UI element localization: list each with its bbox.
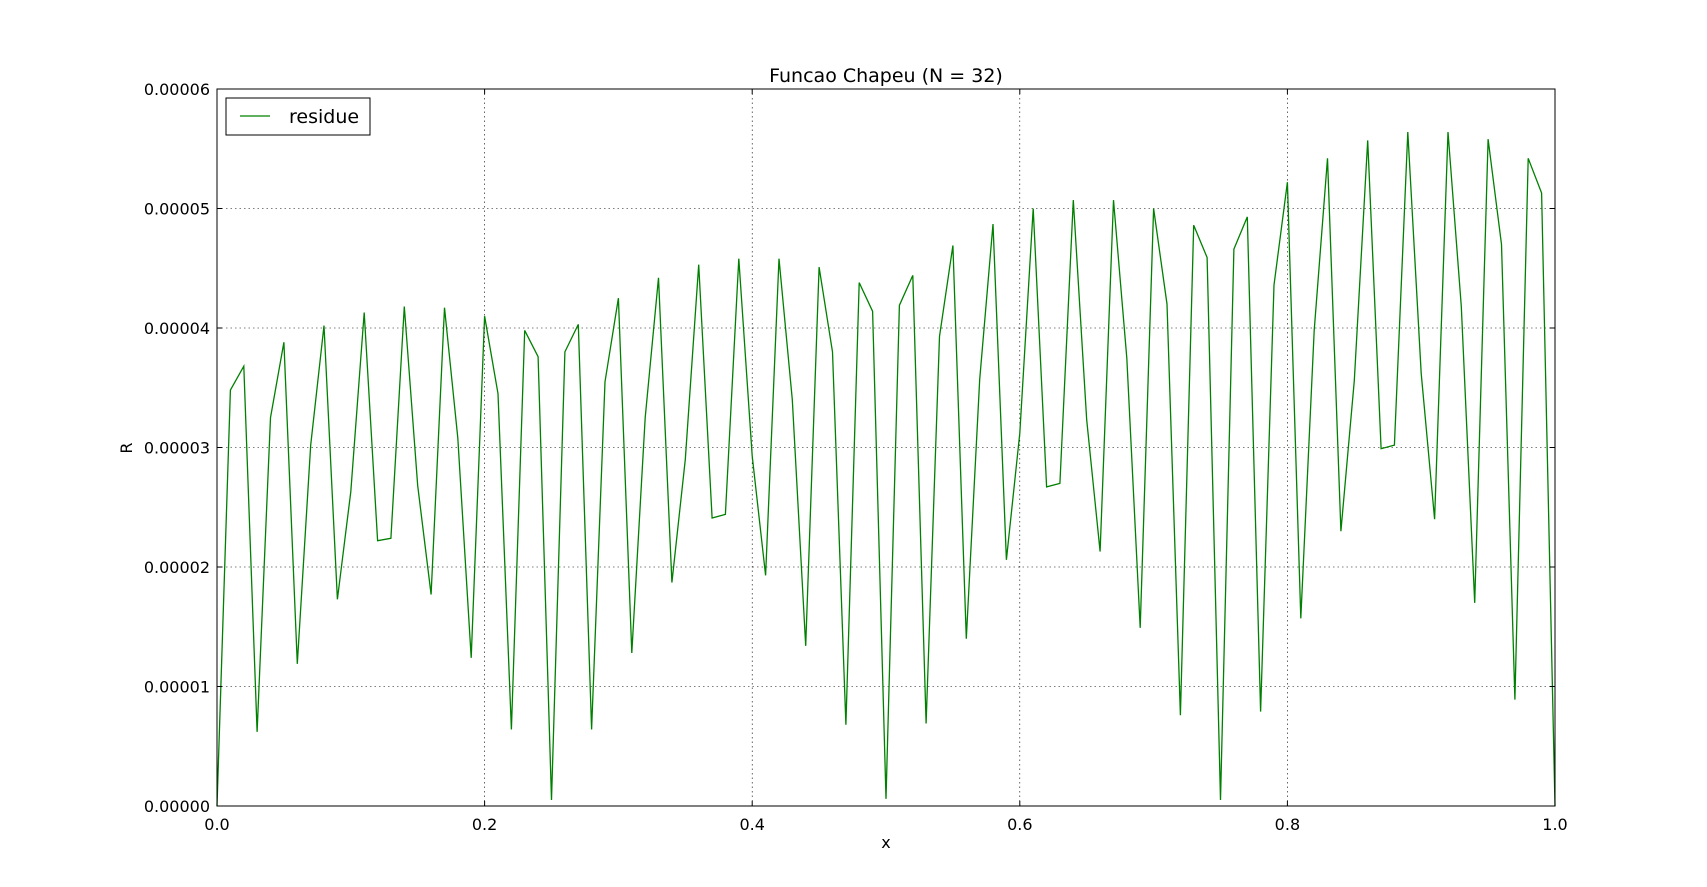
- series-line-residue: [216, 131, 1556, 807]
- x-tick-label: 0.2: [472, 815, 497, 834]
- x-tick-label: 0.6: [1007, 815, 1032, 834]
- x-axis-label: x: [881, 833, 890, 852]
- y-tick-label: 0.00001: [144, 678, 210, 697]
- y-tick-label: 0.00004: [144, 319, 210, 338]
- legend: residue: [225, 97, 371, 136]
- y-tick-label: 0.00002: [144, 558, 210, 577]
- x-tick-label: 0.0: [204, 815, 229, 834]
- x-tick-label: 1.0: [1542, 815, 1567, 834]
- legend-label-residue: residue: [289, 106, 359, 128]
- y-tick-labels: 0.00000 0.00001 0.00002 0.00003 0.00004 0.000…: [144, 80, 210, 816]
- x-tick-labels: 0.0 0.2 0.4 0.6 0.8 1.0: [204, 815, 1567, 834]
- y-tick-label: 0.00003: [144, 439, 210, 458]
- x-tick-label: 0.4: [739, 815, 764, 834]
- chart-title: Funcao Chapeu (N = 32): [769, 65, 1003, 87]
- tick-marks: [216, 88, 1556, 807]
- x-tick-label: 0.8: [1275, 815, 1300, 834]
- y-tick-label: 0.00006: [144, 80, 210, 99]
- series-layer: [216, 131, 1556, 807]
- y-tick-label: 0.00005: [144, 200, 210, 219]
- plot-area: [217, 89, 1555, 806]
- y-axis-label: R: [117, 442, 136, 453]
- y-tick-label: 0.00000: [144, 797, 210, 816]
